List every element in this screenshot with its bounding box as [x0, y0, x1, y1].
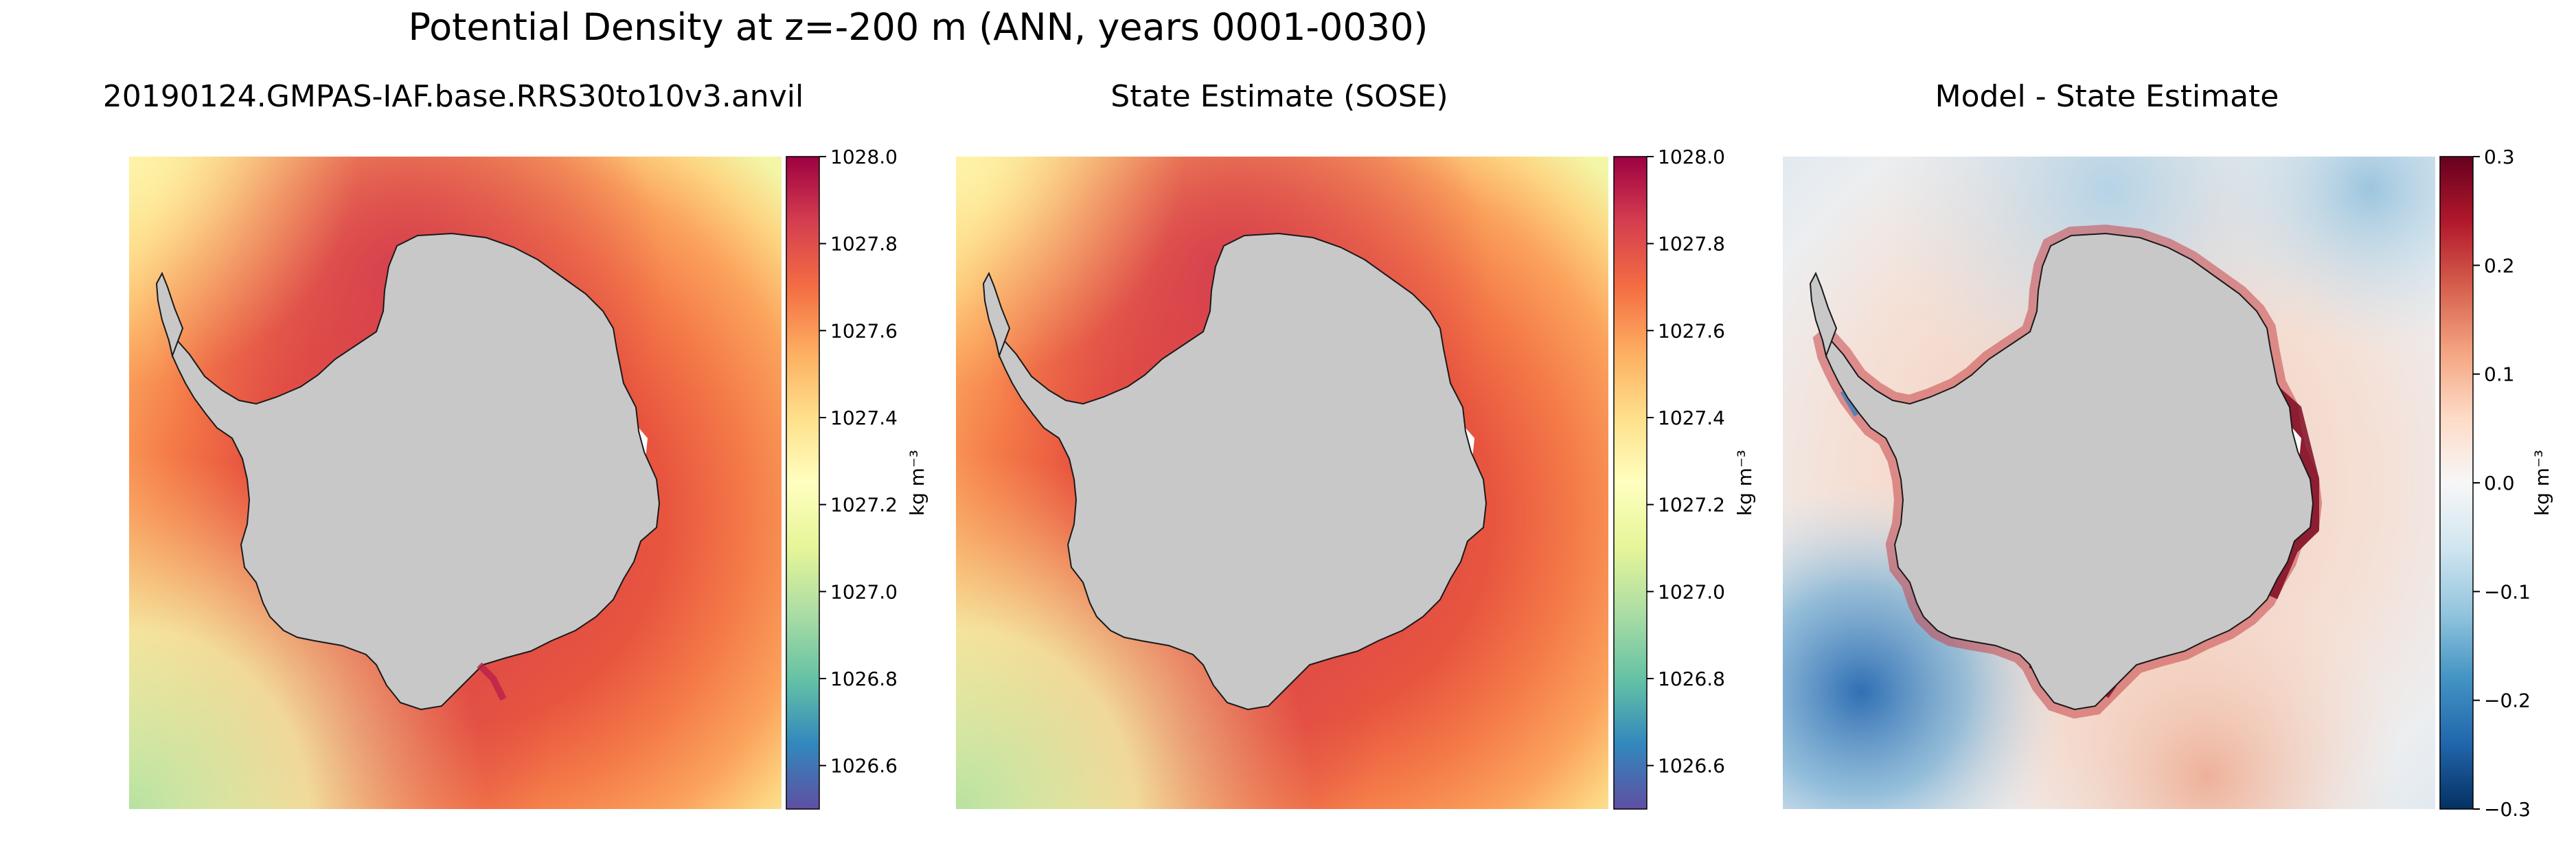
colorbar-label: kg m⁻³	[1733, 450, 1756, 516]
colorbar-tick-label: −0.3	[2484, 798, 2531, 821]
panel-title: Model - State Estimate	[1935, 79, 2279, 114]
colorbar-tick-label: 1027.0	[1658, 580, 1725, 603]
colorbar-tick-label: −0.2	[2484, 690, 2531, 712]
figure-title: Potential Density at z=-200 m (ANN, year…	[409, 5, 1428, 49]
colorbar-tick-label: 1027.8	[830, 233, 898, 255]
colorbar-ticks: 0.3 0.2 0.1 0.0 −0.1 −0.2 −0.3	[2473, 146, 2531, 821]
colorbar-tick-label: −0.1	[2484, 580, 2531, 603]
colorbar-tick-label: 1028.0	[830, 146, 898, 168]
colorbar-gradient	[2439, 156, 2474, 810]
map	[956, 157, 1608, 809]
colorbar-tick-label: 1026.6	[830, 755, 898, 777]
map	[129, 157, 782, 809]
panel-difference: Model - State Estimate 0.3 0.2 0.1 0.0 −0.1 −…	[1783, 79, 2553, 821]
colorbar-gradient	[786, 156, 820, 810]
map	[1783, 157, 2435, 809]
colorbar-gradient	[1613, 156, 1648, 810]
colorbar-tick-label: 0.3	[2484, 146, 2515, 168]
colorbar-tick-label: 1027.6	[1658, 319, 1725, 342]
colorbar-tick-label: 1027.8	[1658, 233, 1725, 255]
colorbar-tick-label: 1028.0	[1658, 146, 1725, 168]
colorbar-ticks: 1028.0 1027.8 1027.6 1027.4 1027.2 1027.0 1026…	[1647, 146, 1725, 777]
colorbar-tick-label: 1027.2	[1658, 494, 1725, 516]
colorbar-tick-label: 1027.4	[1658, 407, 1725, 429]
colorbar-tick-label: 0.2	[2484, 254, 2515, 277]
colorbar-tick-label: 1026.8	[1658, 668, 1725, 690]
colorbar-tick-label: 1026.8	[830, 668, 898, 690]
colorbar: 0.3 0.2 0.1 0.0 −0.1 −0.2 −0.3 kg m⁻³	[2439, 146, 2553, 821]
panel-model: 20190124.GMPAS-IAF.base.RRS30to10v3.anvi…	[103, 79, 928, 810]
panel-state-estimate: State Estimate (SOSE) 1028.0 1027.8 1027.6…	[956, 79, 1756, 810]
colorbar-label: kg m⁻³	[2531, 450, 2553, 516]
colorbar-tick-label: 1027.0	[830, 580, 898, 603]
colorbar-tick-label: 1027.4	[830, 407, 898, 429]
colorbar-tick-label: 0.0	[2484, 472, 2515, 494]
colorbar-tick-label: 1026.6	[1658, 755, 1725, 777]
colorbar-tick-label: 1027.2	[830, 494, 898, 516]
colorbar-tick-label: 1027.6	[830, 319, 898, 342]
panel-title: 20190124.GMPAS-IAF.base.RRS30to10v3.anvi…	[103, 79, 803, 114]
colorbar-ticks: 1028.0 1027.8 1027.6 1027.4 1027.2 1027.0 1026…	[819, 146, 898, 777]
colorbar-tick-label: 0.1	[2484, 363, 2515, 386]
colorbar: 1028.0 1027.8 1027.6 1027.4 1027.2 1027.0 1026…	[1613, 146, 1756, 810]
panel-title: State Estimate (SOSE)	[1110, 79, 1448, 114]
colorbar: 1028.0 1027.8 1027.6 1027.4 1027.2 1027.0 1026…	[786, 146, 928, 810]
colorbar-label: kg m⁻³	[906, 450, 928, 516]
